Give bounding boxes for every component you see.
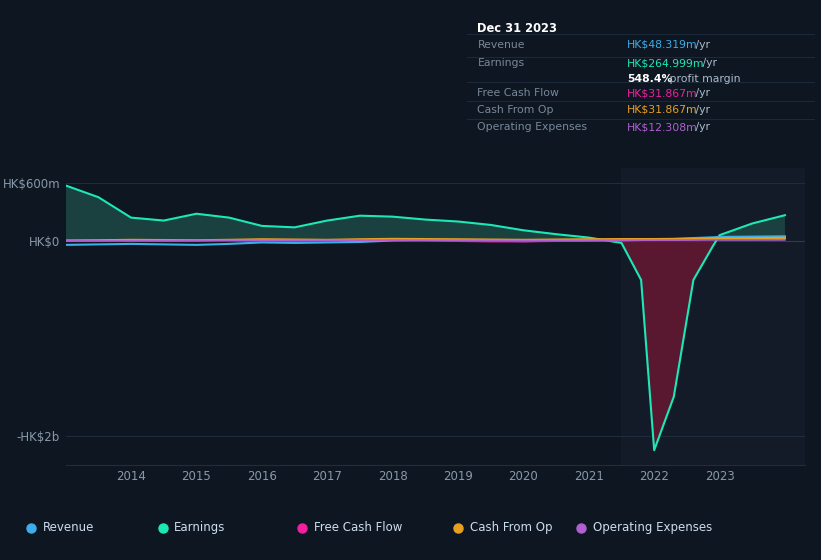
Text: /yr: /yr [692, 88, 710, 98]
Text: /yr: /yr [699, 58, 717, 68]
Text: profit margin: profit margin [666, 73, 741, 83]
Text: Dec 31 2023: Dec 31 2023 [478, 22, 557, 35]
Text: Cash From Op: Cash From Op [470, 521, 552, 534]
Text: Operating Expenses: Operating Expenses [478, 123, 588, 133]
Text: /yr: /yr [692, 123, 710, 133]
Text: Cash From Op: Cash From Op [478, 105, 554, 115]
Text: Revenue: Revenue [478, 40, 525, 50]
Text: Free Cash Flow: Free Cash Flow [314, 521, 402, 534]
Text: /yr: /yr [692, 40, 710, 50]
Text: HK$264.999m: HK$264.999m [627, 58, 704, 68]
Text: Operating Expenses: Operating Expenses [593, 521, 712, 534]
Text: 548.4%: 548.4% [627, 73, 672, 83]
Text: /yr: /yr [692, 105, 710, 115]
Bar [621, 168, 805, 465]
Text: HK$12.308m: HK$12.308m [627, 123, 698, 133]
Text: Free Cash Flow: Free Cash Flow [478, 88, 559, 98]
Text: Earnings: Earnings [174, 521, 226, 534]
Text: HK$31.867m: HK$31.867m [627, 88, 698, 98]
Text: HK$48.319m: HK$48.319m [627, 40, 698, 50]
Text: HK$31.867m: HK$31.867m [627, 105, 698, 115]
Text: Revenue: Revenue [43, 521, 94, 534]
Text: Earnings: Earnings [478, 58, 525, 68]
